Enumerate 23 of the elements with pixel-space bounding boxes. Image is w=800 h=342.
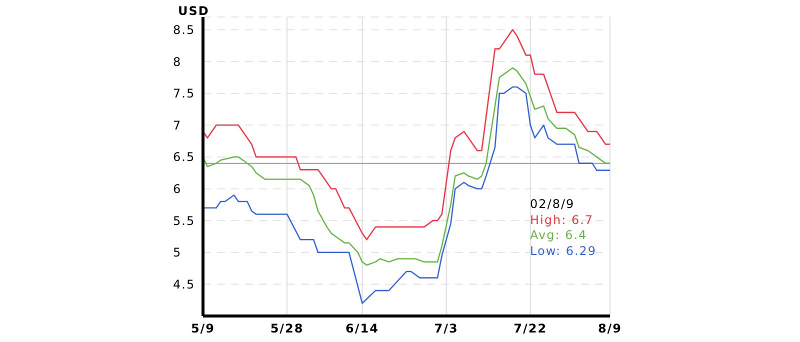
- annotation: 02/8/9: [530, 197, 576, 212]
- y-tick-label: 8.5: [173, 22, 196, 37]
- y-tick-label: 4.5: [173, 277, 196, 292]
- y-tick-label: 7.5: [173, 86, 196, 101]
- line-series: [203, 67, 610, 266]
- y-tick-label: 6: [173, 182, 182, 196]
- x-tick-label: 6/14: [346, 322, 379, 336]
- y-tick-label: 6.5: [173, 150, 196, 164]
- x-tick-label: 8/9: [598, 322, 622, 336]
- x-tick-label: 5/9: [190, 322, 216, 336]
- annotation: Low: 6.29: [530, 244, 597, 259]
- y-axis-title: USD: [178, 4, 210, 18]
- line-series: [203, 29, 610, 240]
- x-tick-label: 7/3: [434, 322, 458, 336]
- y-tick-label: 7: [173, 118, 182, 132]
- y-tick-label: 8: [173, 54, 182, 69]
- annotation: Avg: 6.4: [530, 228, 588, 244]
- line-series: [203, 86, 610, 304]
- y-tick-label: 5.5: [173, 214, 196, 228]
- annotation: High: 6.7: [530, 212, 595, 228]
- y-tick-label: 5: [173, 246, 182, 260]
- x-tick-label: 7/22: [514, 322, 548, 336]
- x-tick-label: 5/28: [270, 322, 304, 336]
